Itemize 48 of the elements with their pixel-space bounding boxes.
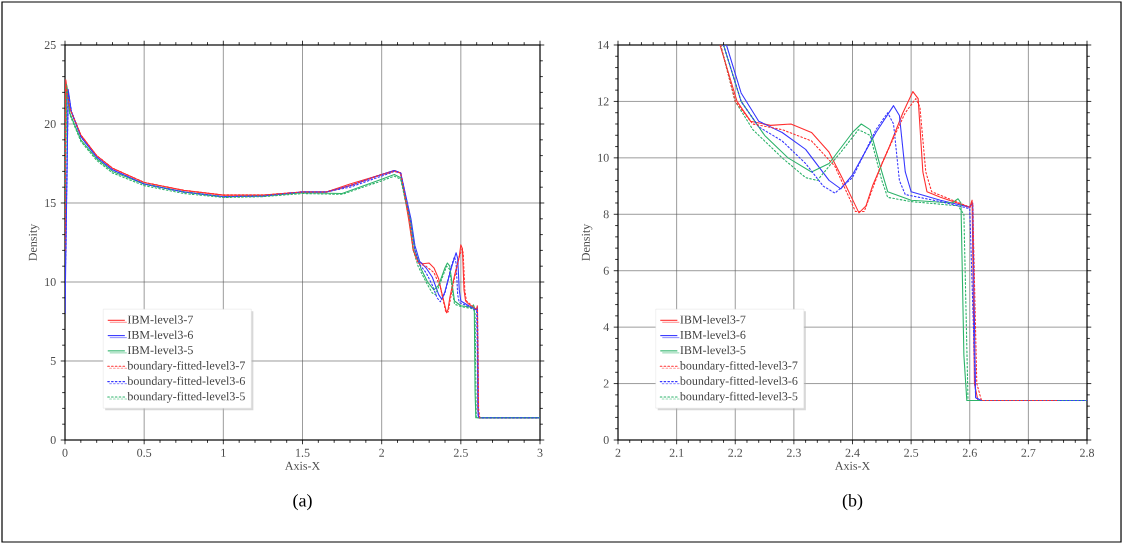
x-tick-label: 1 — [221, 448, 226, 457]
x-tick-label: 2.4 — [845, 448, 860, 457]
y-tick-label: 12 — [598, 97, 609, 106]
x-tick-label: 2.3 — [786, 448, 801, 457]
x-tick-label: 2.1 — [669, 448, 684, 457]
y-tick-label: 5 — [50, 357, 56, 365]
text: (b) — [842, 493, 863, 511]
y-axis-title: Density — [581, 223, 593, 261]
legend-label: boundary-fitted-level3-5 — [127, 391, 245, 403]
legend-label: IBM-level3-5 — [127, 345, 193, 355]
y-tick-label: 10 — [45, 277, 56, 287]
x-tick-label: 0.5 — [137, 448, 152, 457]
legend-label: boundary-fitted-level3-6 — [127, 376, 245, 388]
x-tick-label: 2.6 — [962, 448, 977, 457]
legend-label: boundary-fitted-level3-6 — [679, 376, 798, 388]
y-tick-label: 14 — [598, 41, 610, 49]
legend-label: IBM-level3-6 — [127, 330, 194, 339]
y-tick-label: 0 — [50, 435, 56, 445]
x-tick-label: 1.5 — [296, 448, 310, 457]
x-tick-label: 3 — [537, 448, 543, 457]
x-tick-label: 2.8 — [1080, 448, 1095, 457]
x-tick-label: 2 — [615, 448, 621, 457]
y-tick-label: 4 — [603, 323, 610, 332]
y-tick-label: 15 — [45, 198, 56, 208]
x-axis-title: Axis-X — [284, 461, 320, 470]
legend-label: boundary-fitted-level3-7 — [127, 361, 245, 373]
y-tick-label: 6 — [603, 266, 609, 275]
y-tick-label: 20 — [44, 119, 56, 129]
x-tick-label: 2.5 — [453, 448, 468, 457]
x-axis-title: Axis-X — [834, 461, 870, 470]
legend-label: IBM-level3-7 — [127, 315, 194, 324]
x-tick-label: 2.7 — [1021, 448, 1036, 457]
x-tick-label: 2.5 — [904, 448, 919, 457]
y-tick-label: 2 — [603, 379, 609, 388]
legend-label: IBM-level3-6 — [680, 330, 746, 339]
text: (a) — [293, 493, 312, 511]
y-tick-label: 8 — [603, 210, 609, 219]
legend-label: boundary-fitted-level3-5 — [679, 391, 798, 403]
legend-label: boundary-fitted-level3-7 — [679, 361, 798, 373]
x-tick-label: 2 — [379, 448, 385, 457]
legend-label: IBM-level3-5 — [680, 345, 746, 355]
y-tick-label: 0 — [603, 435, 609, 445]
y-axis-title: Density — [28, 223, 40, 261]
y-tick-label: 25 — [44, 40, 56, 50]
x-tick-label: 0 — [62, 448, 68, 457]
y-tick-label: 10 — [598, 153, 609, 162]
legend-label: IBM-level3-7 — [680, 315, 746, 324]
x-tick-label: 2.2 — [728, 448, 743, 457]
